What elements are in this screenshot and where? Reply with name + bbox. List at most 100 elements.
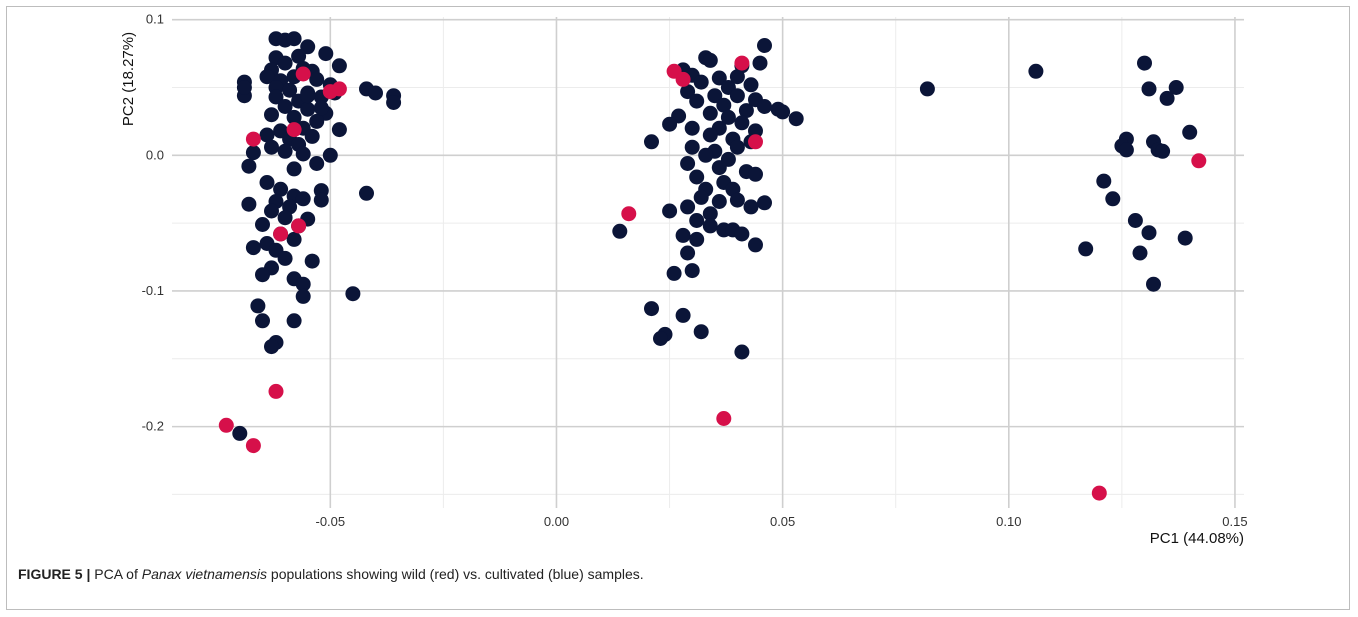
cultivated-sample-point: [775, 104, 791, 120]
cultivated-sample-point: [286, 231, 302, 247]
cultivated-sample-point: [245, 240, 261, 256]
cultivated-sample-point: [259, 69, 275, 85]
wild-sample-point: [295, 66, 311, 82]
x-axis-title: PC1 (44.08%): [1150, 530, 1244, 547]
cultivated-sample-point: [662, 116, 678, 132]
cultivated-sample-point: [720, 109, 736, 125]
cultivated-sample-point: [919, 81, 935, 97]
caption-species-name: Panax vietnamensis: [141, 566, 268, 582]
wild-sample-point: [245, 131, 261, 147]
cultivated-sample-point: [1168, 80, 1184, 95]
cultivated-sample-point: [734, 344, 750, 360]
cultivated-sample-point: [309, 156, 325, 171]
y-tick-label: 0.1: [146, 12, 164, 27]
cultivated-sample-point: [675, 227, 691, 243]
wild-sample-point: [1191, 153, 1207, 169]
x-tick-label: 0.10: [996, 514, 1021, 529]
wild-sample-point: [273, 226, 289, 242]
cultivated-sample-point: [331, 58, 347, 74]
cultivated-sample-point: [304, 128, 320, 144]
cultivated-sample-point: [698, 147, 714, 163]
cultivated-sample-point: [300, 88, 316, 104]
cultivated-sample-point: [368, 85, 383, 101]
cultivated-sample-point: [711, 160, 727, 176]
cultivated-sample-point: [680, 84, 696, 100]
cultivated-sample-point: [277, 55, 293, 71]
cultivated-sample-point: [644, 134, 659, 150]
x-tick-label: 0.05: [770, 514, 795, 529]
figure-caption: FIGURE 5 | PCA of Panax vietnamensis pop…: [18, 566, 644, 582]
cultivated-sample-point: [1078, 241, 1094, 257]
cultivated-sample-point: [264, 139, 279, 155]
wild-sample-point: [245, 438, 261, 454]
data-points: [218, 31, 1207, 501]
cultivated-sample-point: [286, 31, 302, 47]
cultivated-sample-point: [295, 288, 311, 304]
cultivated-sample-point: [277, 143, 293, 159]
cultivated-sample-point: [291, 48, 307, 64]
cultivated-sample-point: [680, 245, 696, 261]
cultivated-sample-point: [788, 111, 804, 127]
cultivated-sample-point: [757, 99, 772, 114]
cultivated-sample-point: [295, 276, 311, 292]
cultivated-sample-point: [1132, 245, 1148, 261]
cultivated-sample-point: [331, 122, 347, 138]
figure-frame: [6, 6, 1350, 610]
cultivated-sample-point: [1028, 63, 1044, 79]
cultivated-sample-point: [612, 223, 628, 239]
cultivated-sample-point: [309, 71, 325, 87]
cultivated-sample-point: [241, 158, 257, 174]
cultivated-sample-point: [662, 203, 678, 219]
cultivated-sample-point: [644, 301, 659, 317]
cultivated-sample-point: [282, 82, 298, 98]
cultivated-sample-point: [277, 250, 293, 266]
cultivated-sample-point: [1137, 55, 1152, 71]
cultivated-sample-point: [653, 331, 668, 346]
cultivated-sample-point: [729, 192, 745, 208]
cultivated-sample-point: [1141, 225, 1157, 241]
cultivated-sample-point: [295, 191, 311, 207]
cultivated-sample-point: [304, 253, 320, 269]
cultivated-sample-point: [689, 169, 705, 185]
cultivated-sample-point: [680, 156, 696, 171]
cultivated-sample-point: [300, 101, 316, 117]
wild-sample-point: [748, 134, 763, 150]
cultivated-sample-point: [313, 100, 329, 116]
wild-sample-point: [331, 81, 347, 97]
cultivated-sample-point: [264, 339, 279, 355]
cultivated-sample-point: [748, 237, 763, 253]
cultivated-sample-point: [1159, 90, 1175, 106]
wild-sample-point: [268, 383, 284, 399]
cultivated-sample-point: [264, 107, 279, 123]
cultivated-sample-point: [295, 146, 311, 162]
cultivated-sample-point: [273, 181, 289, 197]
cultivated-sample-point: [286, 313, 302, 329]
cultivated-sample-point: [309, 113, 325, 129]
cultivated-sample-point: [1096, 173, 1112, 189]
pca-scatter-plot: 0.1 0.0 -0.1 -0.2 -0.05 0.00 0.05 0.10 0.15 PC2…: [120, 12, 1248, 547]
caption-text-before: PCA of: [90, 566, 142, 582]
cultivated-sample-point: [711, 70, 727, 86]
cultivated-sample-point: [693, 324, 709, 340]
cultivated-sample-point: [268, 89, 284, 105]
cultivated-sample-point: [1141, 81, 1157, 97]
cultivated-sample-point: [255, 217, 270, 232]
cultivated-sample-point: [255, 313, 270, 329]
cultivated-sample-point: [1146, 276, 1161, 292]
cultivated-sample-point: [1182, 124, 1198, 140]
cultivated-sample-point: [250, 298, 266, 314]
cultivated-sample-point: [702, 218, 718, 234]
x-tick-label: -0.05: [315, 514, 345, 529]
cultivated-sample-point: [684, 139, 700, 155]
cultivated-sample-point: [386, 95, 402, 110]
cultivated-sample-point: [693, 74, 709, 90]
cultivated-sample-point: [684, 120, 700, 136]
cultivated-sample-point: [241, 196, 257, 212]
cultivated-sample-point: [359, 185, 374, 201]
cultivated-sample-point: [702, 127, 718, 143]
figure-label: FIGURE 5 |: [18, 566, 91, 582]
cultivated-sample-point: [757, 38, 772, 53]
cultivated-sample-point: [245, 145, 261, 161]
cultivated-sample-point: [345, 286, 361, 302]
cultivated-sample-point: [1105, 191, 1121, 207]
